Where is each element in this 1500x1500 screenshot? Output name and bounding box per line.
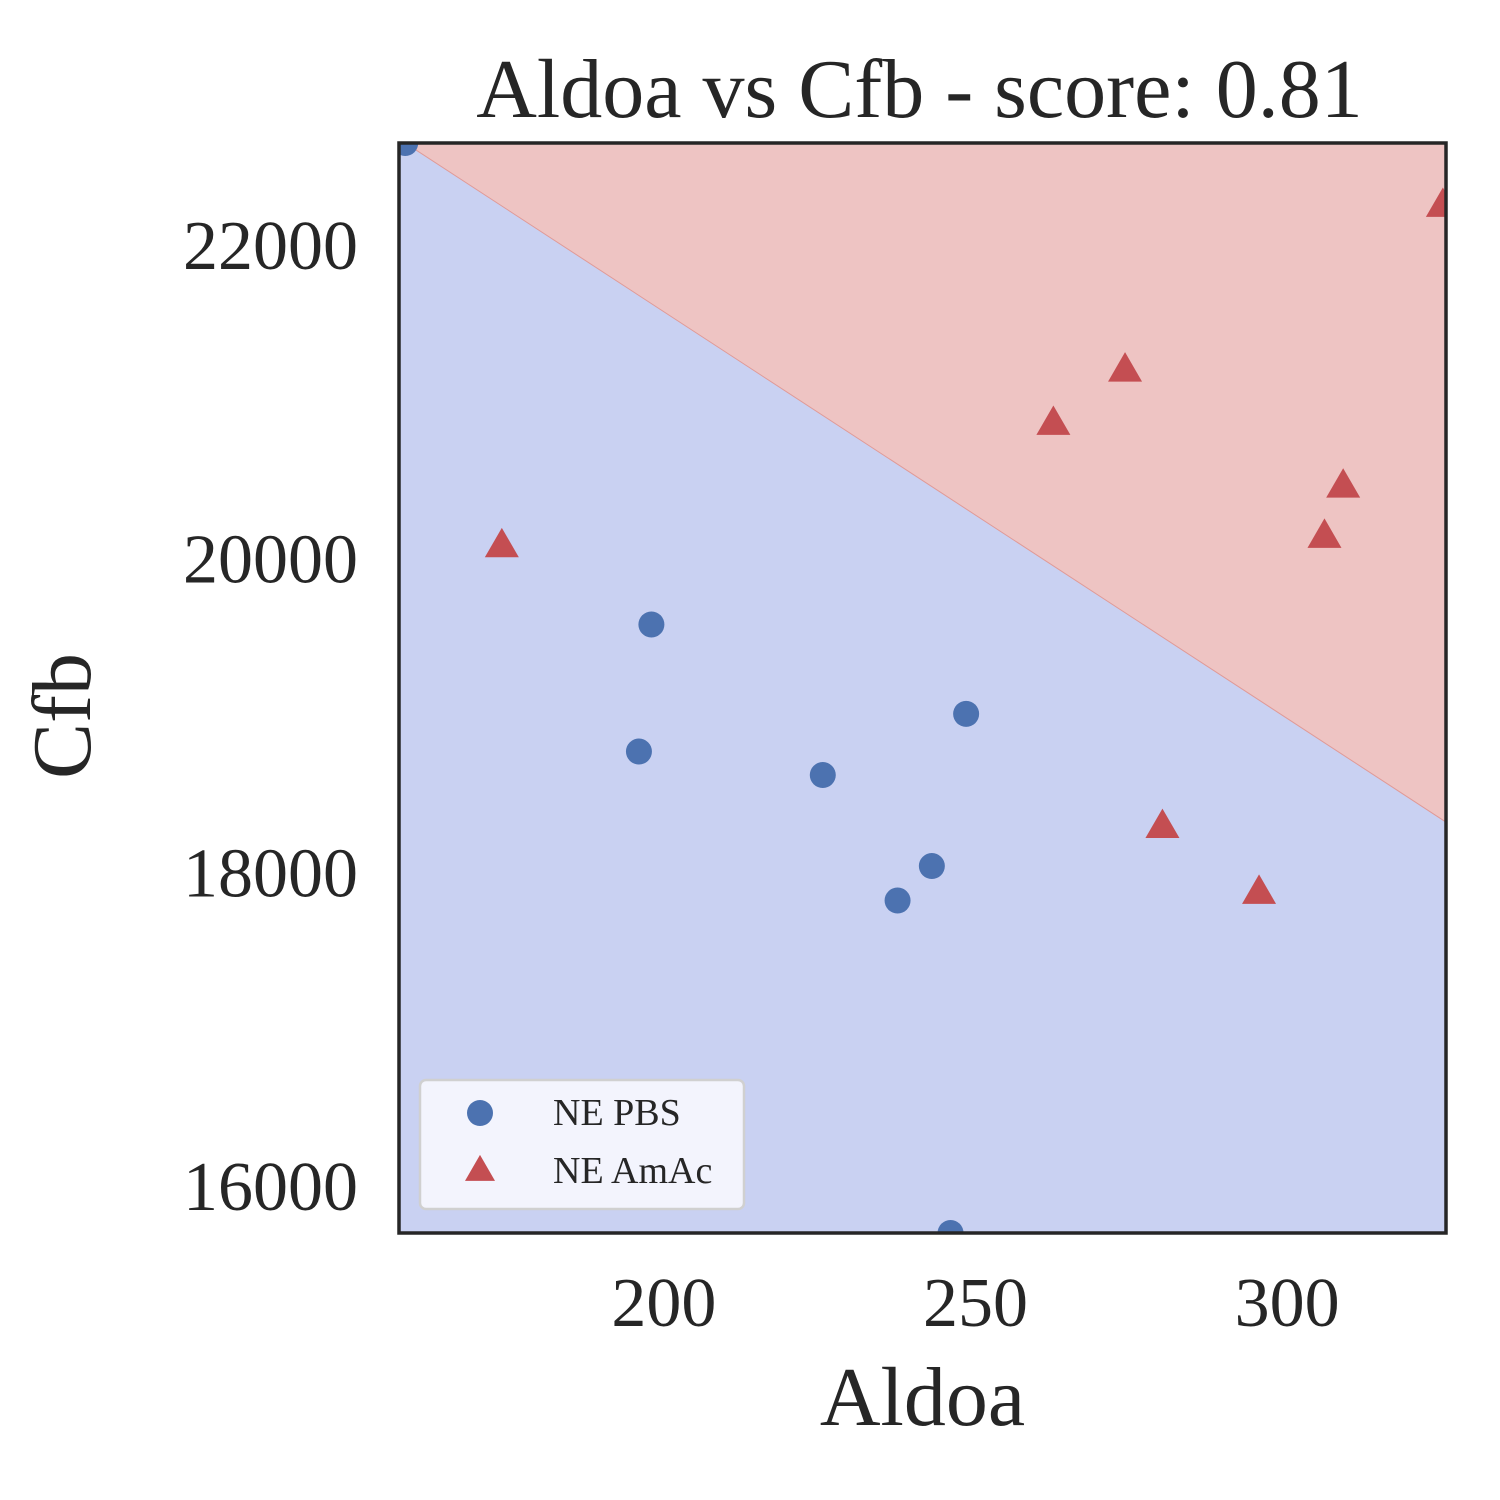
chart-title: Aldoa vs Cfb - score: 0.81	[476, 43, 1363, 136]
point-ne-pbs-0	[399, 143, 419, 156]
point-ne-pbs-5	[918, 853, 945, 880]
point-ne-pbs-2	[625, 738, 652, 765]
data-points	[399, 143, 1446, 1233]
point-ne-pbs-6	[884, 887, 911, 914]
y-axis-ticks: 16000 18000 20000 22000	[183, 208, 358, 1226]
point-ne-amac-2	[1108, 352, 1143, 382]
x-tick-label-300: 300	[1235, 1265, 1340, 1342]
x-axis-label: Aldoa	[820, 1351, 1025, 1444]
legend-label-1: NE AmAc	[553, 1150, 712, 1192]
y-tick-label-20000: 20000	[183, 522, 358, 599]
y-tick-label-16000: 16000	[183, 1149, 358, 1226]
point-ne-amac-4	[1307, 518, 1342, 548]
plot-frame	[397, 141, 1448, 1235]
legend-label-0: NE PBS	[553, 1092, 681, 1134]
y-tick-label-22000: 22000	[183, 208, 358, 285]
legend-box	[418, 1078, 746, 1211]
decision-boundary-line	[404, 143, 1446, 823]
y-axis-label: Cfb	[16, 653, 109, 779]
point-ne-amac-5	[1145, 808, 1180, 838]
point-ne-amac-6	[1242, 874, 1277, 904]
decision-regions	[399, 143, 1446, 1233]
point-ne-pbs-7	[937, 1220, 964, 1233]
point-ne-amac-3	[1326, 468, 1361, 498]
point-ne-pbs-1	[638, 611, 665, 638]
x-axis-ticks: 200 250 300	[611, 1265, 1339, 1342]
legend: NE PBS NE AmAc	[418, 1078, 746, 1211]
legend-marker-0	[467, 1100, 493, 1126]
x-tick-label-200: 200	[611, 1265, 716, 1342]
legend-marker-1	[465, 1154, 495, 1181]
point-ne-amac-0	[484, 527, 519, 558]
x-tick-label-250: 250	[923, 1265, 1028, 1342]
point-ne-amac-7	[1425, 187, 1446, 217]
point-ne-pbs-4	[953, 700, 980, 727]
point-ne-pbs-3	[809, 762, 836, 789]
point-ne-amac-1	[1036, 405, 1071, 435]
y-tick-label-18000: 18000	[183, 835, 358, 912]
